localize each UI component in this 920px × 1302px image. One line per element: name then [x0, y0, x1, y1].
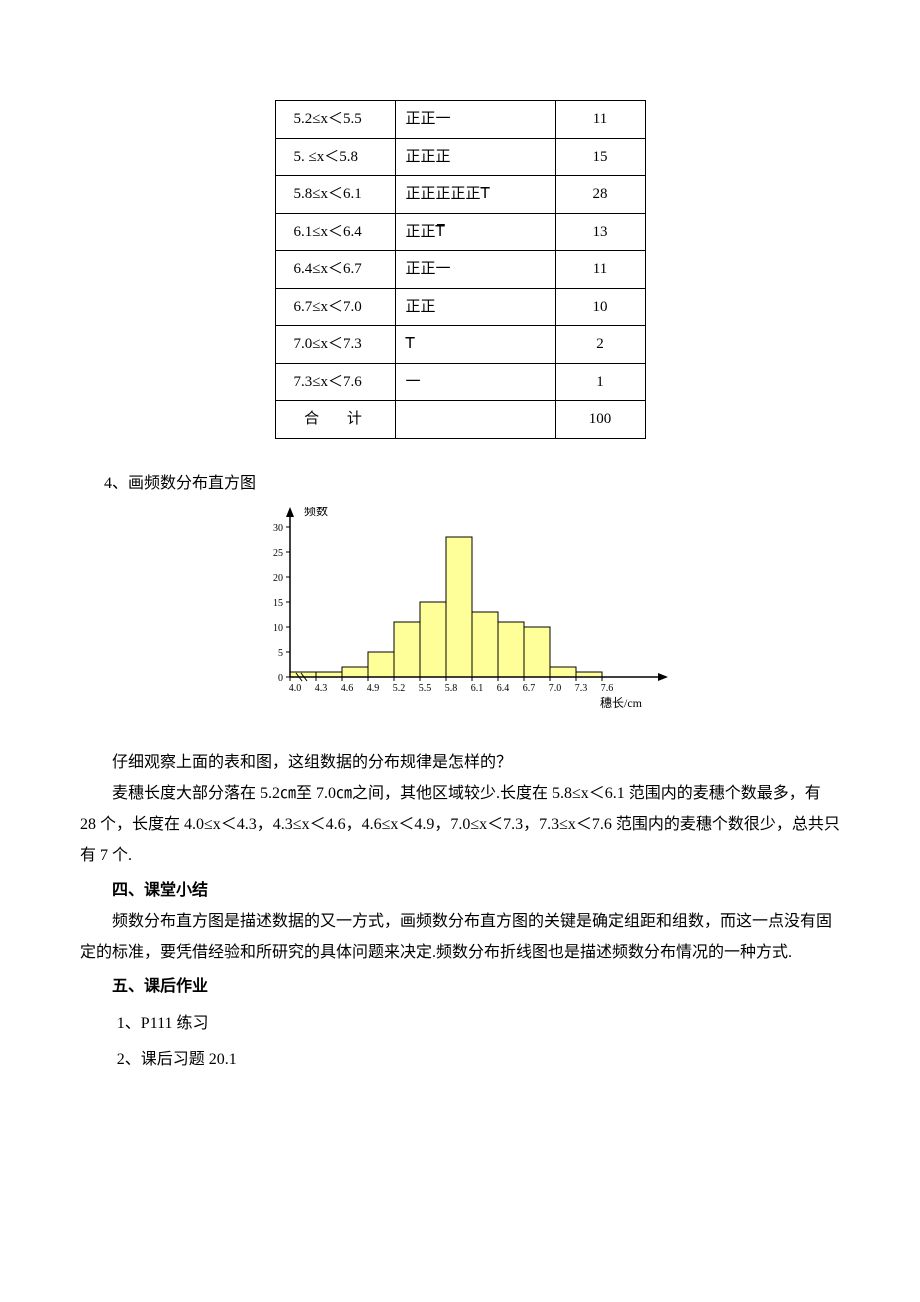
svg-text:4.3: 4.3 — [315, 683, 328, 694]
table-total-row: 合 计 100 — [275, 401, 645, 439]
histogram-container: 0 5 10 15 20 25 30 4.0 4.3 4.6 4.9 5.2 5.5 5.8 6.1 6.4 6… — [80, 507, 840, 727]
table-row: 7.0≤x＜7.3𝖳2 — [275, 326, 645, 364]
range-cell: 5.8≤x＜6.1 — [275, 176, 395, 214]
range-cell: 5. ≤x＜5.8 — [275, 138, 395, 176]
range-cell: 6.7≤x＜7.0 — [275, 288, 395, 326]
homework-item-2: 2、课后习题 20.1 — [80, 1045, 840, 1075]
svg-text:7.3: 7.3 — [575, 683, 588, 694]
svg-text:4.9: 4.9 — [367, 683, 380, 694]
count-cell: 13 — [555, 213, 645, 251]
svg-text:0: 0 — [278, 673, 283, 684]
range-cell: 5.2≤x＜5.5 — [275, 101, 395, 139]
heading-homework: 五、课后作业 — [80, 972, 840, 1002]
svg-text:20: 20 — [273, 573, 283, 584]
frequency-table: 5.2≤x＜5.5正正一115. ≤x＜5.8正正正155.8≤x＜6.1正正正… — [275, 100, 646, 439]
total-tally-cell — [395, 401, 555, 439]
count-cell: 11 — [555, 101, 645, 139]
count-cell: 1 — [555, 363, 645, 401]
svg-text:5.5: 5.5 — [419, 683, 432, 694]
svg-text:4.0: 4.0 — [289, 683, 302, 694]
tally-cell: 正正正 — [395, 138, 555, 176]
range-cell: 6.4≤x＜6.7 — [275, 251, 395, 289]
range-cell: 7.0≤x＜7.3 — [275, 326, 395, 364]
table-row: 6.7≤x＜7.0正正10 — [275, 288, 645, 326]
count-cell: 28 — [555, 176, 645, 214]
svg-text:5.8: 5.8 — [445, 683, 458, 694]
svg-text:穗长/cm: 穗长/cm — [600, 696, 643, 710]
homework-item-1: 1、P111 练习 — [80, 1009, 840, 1039]
tally-cell: 正正一 — [395, 101, 555, 139]
svg-text:10: 10 — [273, 623, 283, 634]
observation-answer: 麦穗长度大部分落在 5.2㎝至 7.0㎝之间，其他区域较少.长度在 5.8≤x＜… — [80, 778, 840, 872]
svg-text:15: 15 — [273, 598, 283, 609]
tally-cell: 正正一 — [395, 251, 555, 289]
summary-paragraph: 频数分布直方图是描述数据的又一方式，画频数分布直方图的关键是确定组距和组数，而这… — [80, 906, 840, 968]
histogram-chart: 0 5 10 15 20 25 30 4.0 4.3 4.6 4.9 5.2 5.5 5.8 6.1 6.4 6… — [240, 507, 680, 727]
tally-cell: 一 — [395, 363, 555, 401]
count-cell: 10 — [555, 288, 645, 326]
svg-text:5.2: 5.2 — [393, 683, 406, 694]
svg-text:5: 5 — [278, 648, 283, 659]
svg-text:6.1: 6.1 — [471, 683, 484, 694]
table-row: 5.2≤x＜5.5正正一11 — [275, 101, 645, 139]
tally-cell: 正正 — [395, 288, 555, 326]
table-row: 5.8≤x＜6.1正正正正正𝖳28 — [275, 176, 645, 214]
svg-text:频数: 频数 — [304, 507, 328, 518]
total-count-cell: 100 — [555, 401, 645, 439]
svg-text:4.6: 4.6 — [341, 683, 354, 694]
table-row: 5. ≤x＜5.8正正正15 — [275, 138, 645, 176]
svg-text:7.6: 7.6 — [601, 683, 614, 694]
tally-cell: 正正𝖳̅ — [395, 213, 555, 251]
svg-text:30: 30 — [273, 523, 283, 534]
range-cell: 7.3≤x＜7.6 — [275, 363, 395, 401]
svg-text:6.7: 6.7 — [523, 683, 536, 694]
table-row: 7.3≤x＜7.6一1 — [275, 363, 645, 401]
observation-question: 仔细观察上面的表和图，这组数据的分布规律是怎样的？ — [80, 747, 840, 778]
svg-text:25: 25 — [273, 548, 283, 559]
svg-text:6.4: 6.4 — [497, 683, 510, 694]
table-row: 6.4≤x＜6.7正正一11 — [275, 251, 645, 289]
section-4-title: 4、画频数分布直方图 — [80, 469, 840, 499]
count-cell: 11 — [555, 251, 645, 289]
count-cell: 15 — [555, 138, 645, 176]
tally-cell: 正正正正正𝖳 — [395, 176, 555, 214]
range-cell: 6.1≤x＜6.4 — [275, 213, 395, 251]
table-row: 6.1≤x＜6.4正正𝖳̅13 — [275, 213, 645, 251]
heading-summary: 四、课堂小结 — [80, 876, 840, 906]
frequency-table-container: 5.2≤x＜5.5正正一115. ≤x＜5.8正正正155.8≤x＜6.1正正正… — [80, 100, 840, 439]
tally-cell: 𝖳 — [395, 326, 555, 364]
total-label-cell: 合 计 — [275, 401, 395, 439]
count-cell: 2 — [555, 326, 645, 364]
svg-text:7.0: 7.0 — [549, 683, 562, 694]
